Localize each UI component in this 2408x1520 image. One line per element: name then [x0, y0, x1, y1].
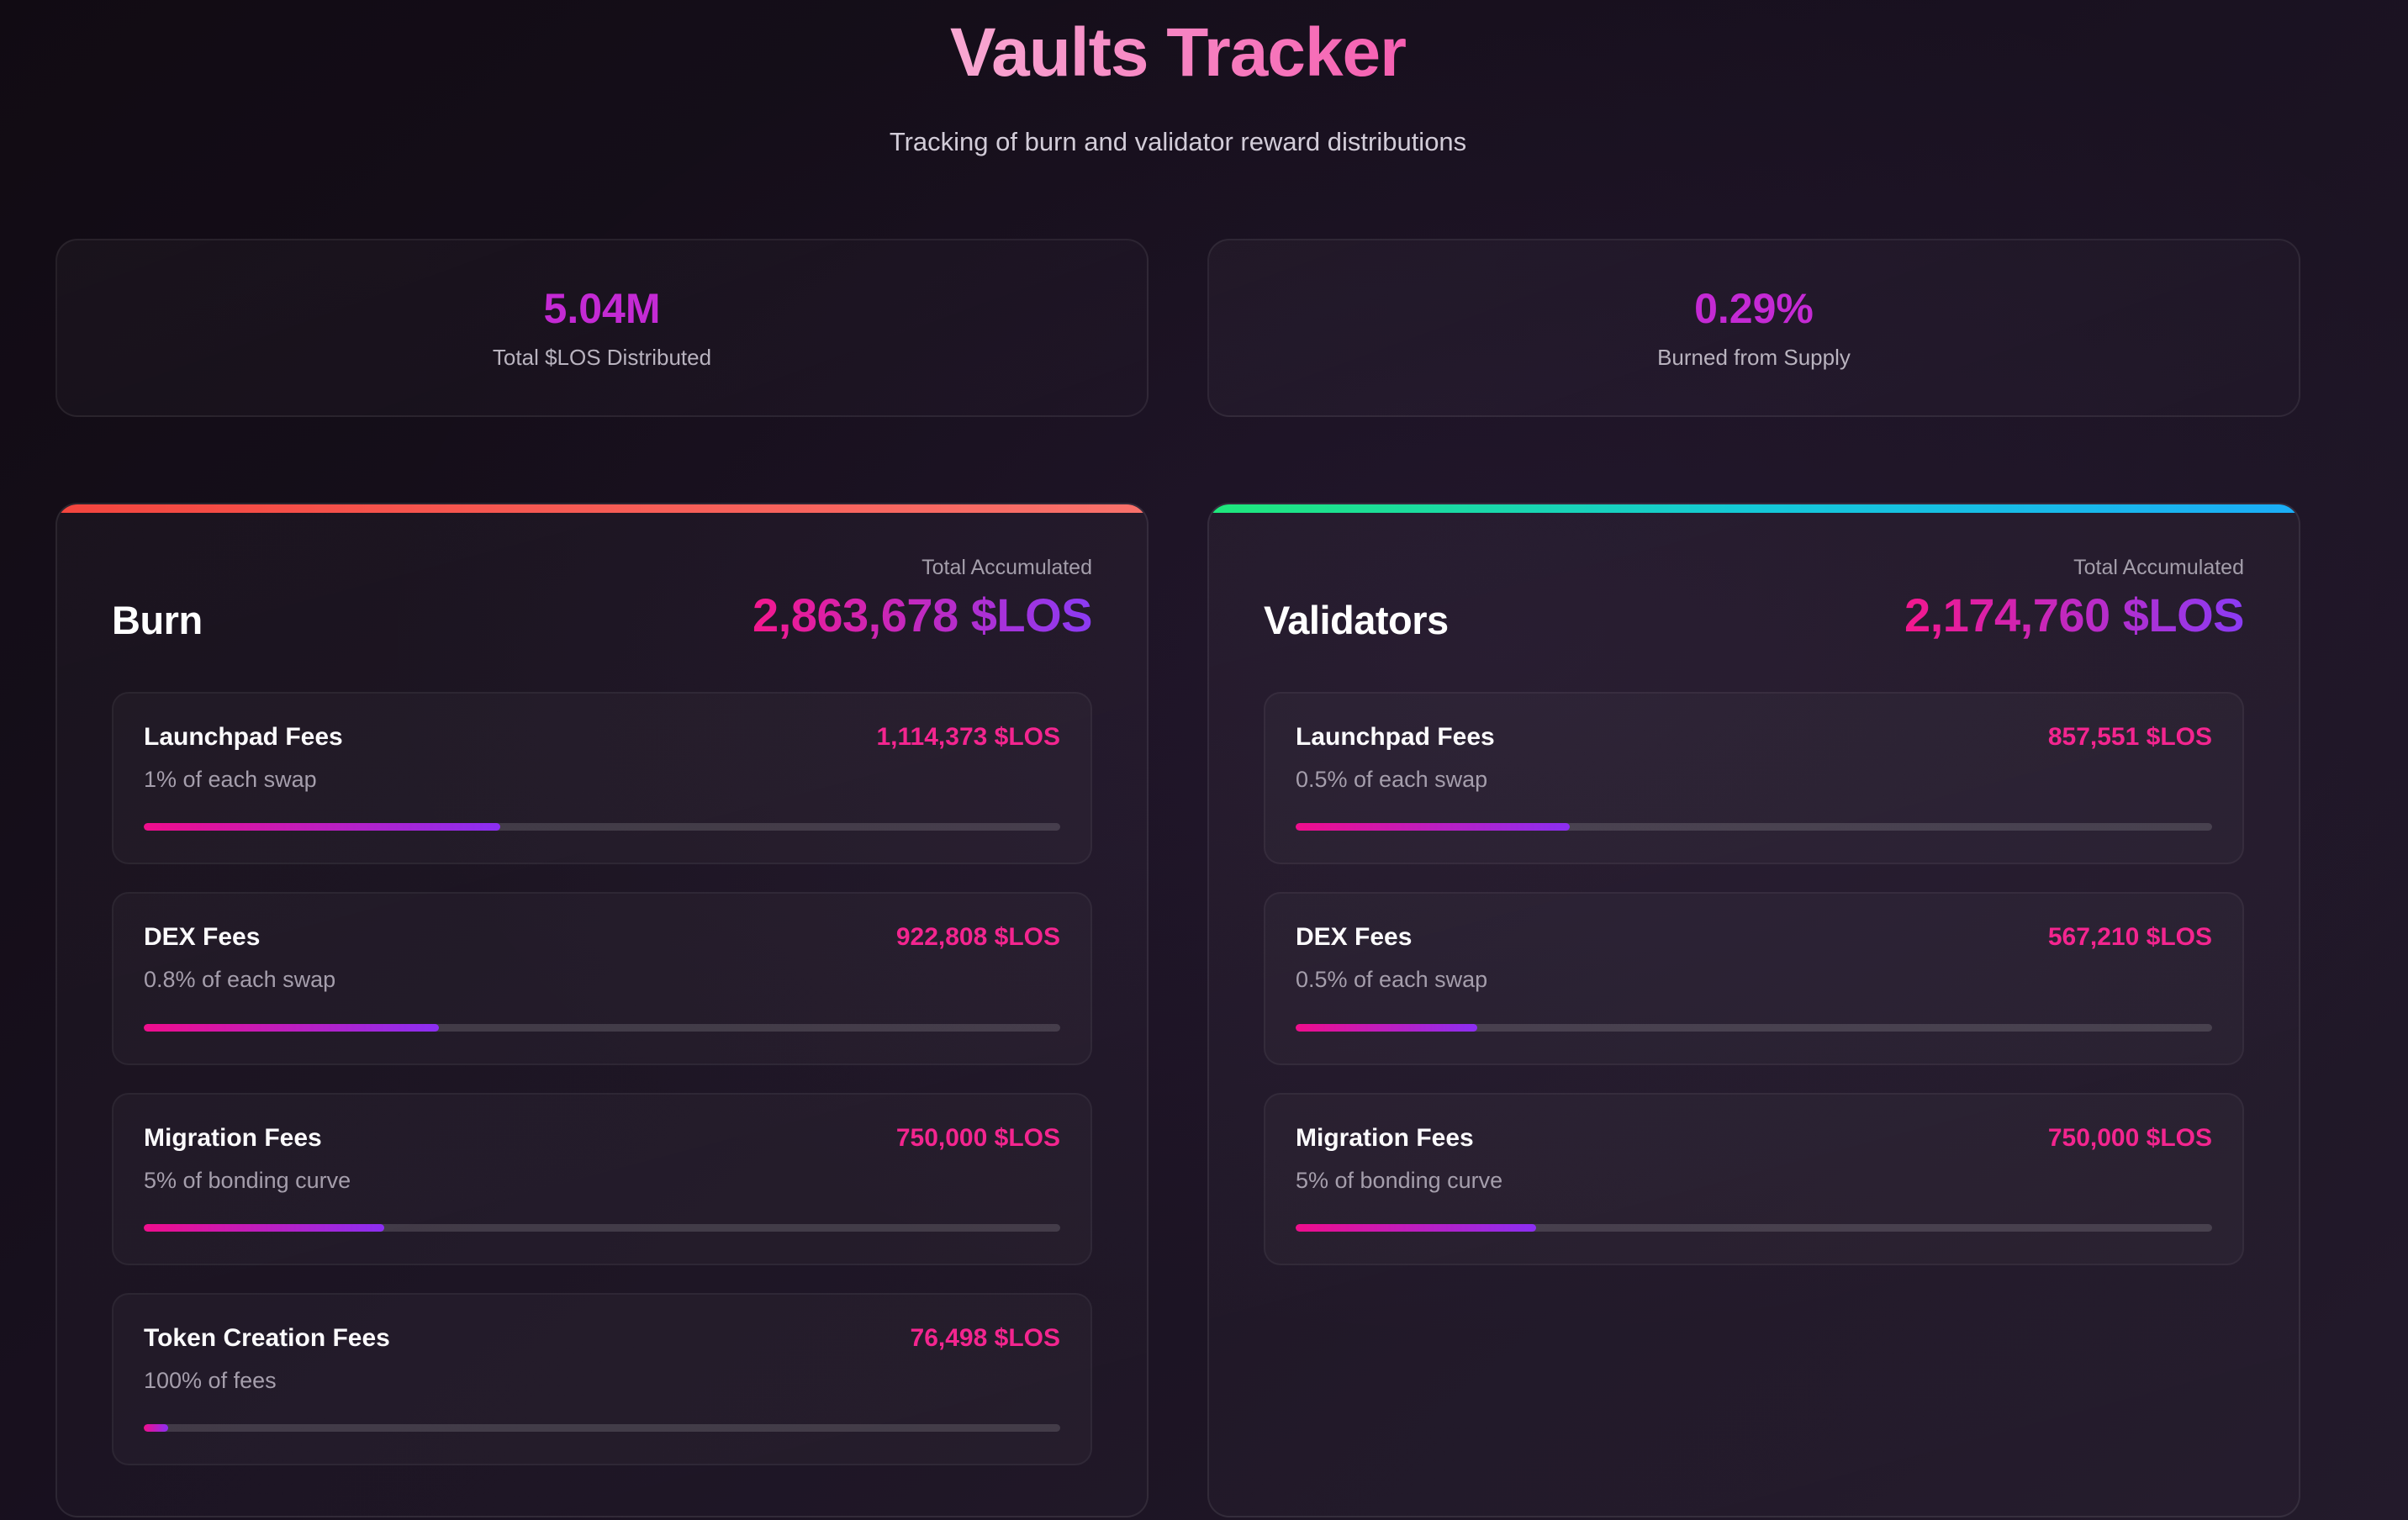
stat-label: Burned from Supply — [1657, 344, 1851, 370]
vault-card-burn: Burn Total Accumulated 2,863,678 $LOS La… — [55, 502, 1149, 1518]
progress-track — [1296, 1223, 2212, 1232]
fee-description: 100% of fees — [144, 1367, 277, 1393]
progress-track — [144, 1424, 1060, 1433]
fee-item-launchpad: Launchpad Fees 857,551 $LOS 0.5% of each… — [1264, 691, 2244, 865]
fee-value: 76,498 $LOS — [910, 1323, 1060, 1352]
total-accumulated-label: Total Accumulated — [921, 555, 1092, 579]
fee-value: 857,551 $LOS — [2047, 722, 2212, 751]
fee-label: Migration Fees — [144, 1123, 322, 1152]
vault-total-block: Total Accumulated 2,863,678 $LOS — [752, 555, 1092, 643]
progress-fill — [144, 1424, 169, 1433]
fee-item-migration: Migration Fees 750,000 $LOS 5% of bondin… — [1264, 1092, 2244, 1265]
fee-label: Migration Fees — [1296, 1123, 1474, 1152]
progress-fill — [1296, 1223, 1536, 1232]
progress-track — [1296, 823, 2212, 831]
stat-label: Total $LOS Distributed — [492, 344, 712, 370]
fee-value: 922,808 $LOS — [895, 923, 1060, 952]
fee-description: 1% of each swap — [144, 766, 317, 792]
fee-label: Launchpad Fees — [144, 722, 343, 751]
fee-label: DEX Fees — [1296, 923, 1413, 952]
progress-fill — [1296, 1023, 1477, 1032]
vault-total-block: Total Accumulated 2,174,760 $LOS — [1904, 555, 2244, 643]
fee-description: 5% of bonding curve — [144, 1167, 351, 1193]
fee-description: 0.5% of each swap — [1296, 967, 1488, 993]
total-accumulated-value: 2,174,760 $LOS — [1904, 587, 2244, 643]
stat-card-burned-supply: 0.29% Burned from Supply — [1207, 238, 2300, 417]
progress-fill — [144, 1023, 439, 1032]
validators-accent-bar — [1209, 504, 2299, 513]
page-header: Vaults Tracker Tracking of burn and vali… — [55, 0, 2300, 158]
fee-list: Launchpad Fees 857,551 $LOS 0.5% of each… — [1209, 643, 2299, 1316]
fee-value: 750,000 $LOS — [2047, 1123, 2212, 1152]
total-accumulated-label: Total Accumulated — [2073, 555, 2244, 579]
stat-card-total-distributed: 5.04M Total $LOS Distributed — [55, 238, 1149, 417]
fee-label: Token Creation Fees — [144, 1323, 390, 1352]
fee-label: Launchpad Fees — [1296, 722, 1495, 751]
fee-item-dex: DEX Fees 922,808 $LOS 0.8% of each swap — [112, 892, 1092, 1065]
vault-header: Validators Total Accumulated 2,174,760 $… — [1209, 513, 2299, 643]
progress-track — [1296, 1023, 2212, 1032]
stats-grid: 5.04M Total $LOS Distributed 0.29% Burne… — [55, 238, 2300, 417]
vault-header: Burn Total Accumulated 2,863,678 $LOS — [57, 513, 1147, 643]
fee-item-migration: Migration Fees 750,000 $LOS 5% of bondin… — [112, 1092, 1092, 1265]
fee-item-token-creation: Token Creation Fees 76,498 $LOS 100% of … — [112, 1292, 1092, 1466]
fee-value: 1,114,373 $LOS — [876, 722, 1061, 751]
vault-title-burn: Burn — [112, 597, 203, 642]
fee-value: 567,210 $LOS — [2047, 923, 2212, 952]
fee-label: DEX Fees — [144, 923, 261, 952]
fee-item-launchpad: Launchpad Fees 1,114,373 $LOS 1% of each… — [112, 691, 1092, 865]
vault-card-validators: Validators Total Accumulated 2,174,760 $… — [1207, 502, 2300, 1518]
stat-value: 5.04M — [543, 284, 661, 332]
progress-fill — [1296, 823, 1570, 831]
vaults-grid: Burn Total Accumulated 2,863,678 $LOS La… — [55, 502, 2300, 1518]
fee-list: Launchpad Fees 1,114,373 $LOS 1% of each… — [57, 643, 1147, 1517]
page-subtitle: Tracking of burn and validator reward di… — [889, 127, 1467, 157]
total-accumulated-value: 2,863,678 $LOS — [752, 587, 1092, 643]
fee-description: 0.8% of each swap — [144, 967, 336, 993]
burn-accent-bar — [57, 504, 1147, 513]
vault-title-validators: Validators — [1264, 597, 1449, 642]
progress-fill — [144, 823, 500, 831]
progress-fill — [144, 1223, 384, 1232]
progress-track — [144, 1023, 1060, 1032]
progress-track — [144, 1223, 1060, 1232]
stat-value: 0.29% — [1694, 284, 1814, 332]
page-title: Vaults Tracker — [950, 12, 1407, 94]
fee-item-dex: DEX Fees 567,210 $LOS 0.5% of each swap — [1264, 892, 2244, 1065]
progress-track — [144, 823, 1060, 831]
page-container: Vaults Tracker Tracking of burn and vali… — [55, 0, 2300, 1518]
fee-description: 5% of bonding curve — [1296, 1167, 1503, 1193]
fee-description: 0.5% of each swap — [1296, 766, 1488, 792]
fee-value: 750,000 $LOS — [895, 1123, 1060, 1152]
